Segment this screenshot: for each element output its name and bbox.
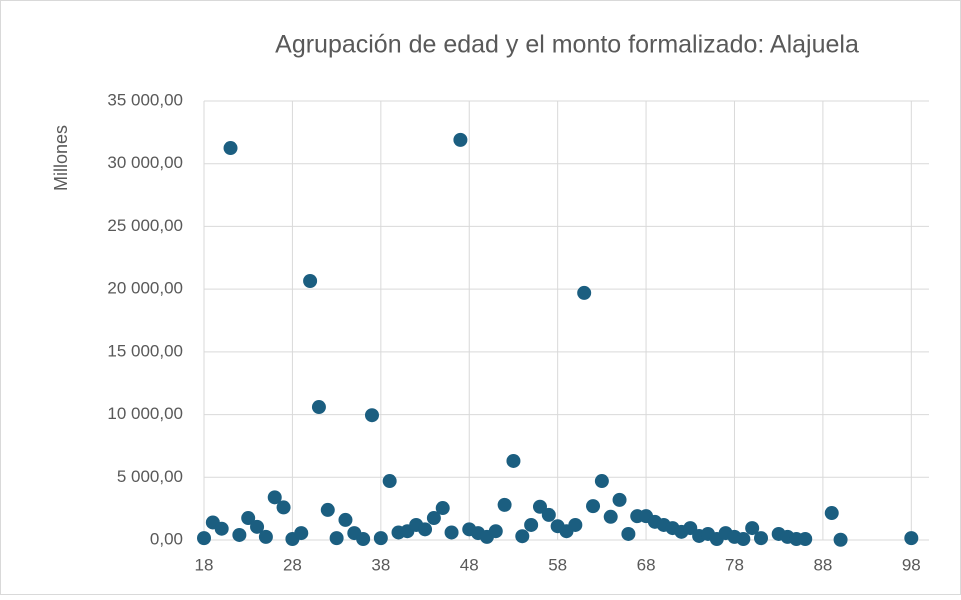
x-tick-label: 48 — [460, 555, 479, 574]
point — [214, 521, 229, 536]
point — [418, 522, 433, 537]
point — [621, 526, 636, 541]
x-tick-label: 18 — [195, 555, 214, 574]
point — [223, 141, 238, 156]
point — [373, 531, 388, 546]
point — [232, 527, 247, 542]
point — [241, 511, 256, 526]
y-tick-label: 25 000,00 — [107, 216, 183, 235]
point — [444, 525, 459, 540]
point — [532, 499, 547, 514]
point — [798, 531, 813, 546]
point — [612, 492, 627, 507]
point — [320, 502, 335, 517]
x-tick-label: 88 — [813, 555, 832, 574]
y-tick-label: 20 000,00 — [107, 279, 183, 298]
point — [426, 511, 441, 526]
point — [586, 499, 601, 514]
point — [577, 285, 592, 300]
x-tick-label: 28 — [283, 555, 302, 574]
point — [488, 524, 503, 539]
point — [541, 507, 556, 522]
x-tick-label: 98 — [902, 555, 921, 574]
point — [506, 453, 521, 468]
point — [356, 531, 371, 546]
point — [197, 531, 211, 546]
y-tick-label: 10 000,00 — [107, 404, 183, 423]
point — [603, 509, 618, 524]
point — [276, 500, 291, 515]
point — [329, 531, 344, 546]
y-tick-label: 35 000,00 — [107, 90, 183, 109]
x-tick-label: 78 — [725, 555, 744, 574]
y-tick-label: 15 000,00 — [107, 341, 183, 360]
point — [258, 529, 273, 544]
point — [303, 273, 318, 288]
point — [754, 531, 769, 546]
point — [524, 517, 539, 532]
point — [833, 532, 848, 547]
point — [824, 506, 839, 521]
point — [364, 408, 379, 423]
point — [568, 517, 583, 532]
point — [338, 512, 353, 527]
x-tick-label: 68 — [637, 555, 656, 574]
y-tick-label: 5 000,00 — [117, 467, 183, 486]
point — [745, 521, 760, 536]
point — [736, 531, 751, 546]
point — [311, 400, 326, 415]
y-axis-label: Millones — [51, 125, 71, 191]
point — [515, 529, 530, 544]
point — [453, 132, 468, 147]
point — [594, 474, 609, 489]
x-tick-label: 58 — [548, 555, 567, 574]
point — [904, 531, 919, 546]
point — [294, 526, 309, 541]
point — [435, 501, 450, 516]
y-tick-label: 0,00 — [150, 529, 183, 548]
point — [382, 474, 397, 489]
point — [250, 519, 265, 534]
y-tick-label: 30 000,00 — [107, 153, 183, 172]
point — [497, 497, 512, 512]
point — [267, 490, 282, 505]
x-tick-label: 38 — [371, 555, 390, 574]
chart-title: Agrupación de edad y el monto formalizad… — [275, 31, 859, 59]
